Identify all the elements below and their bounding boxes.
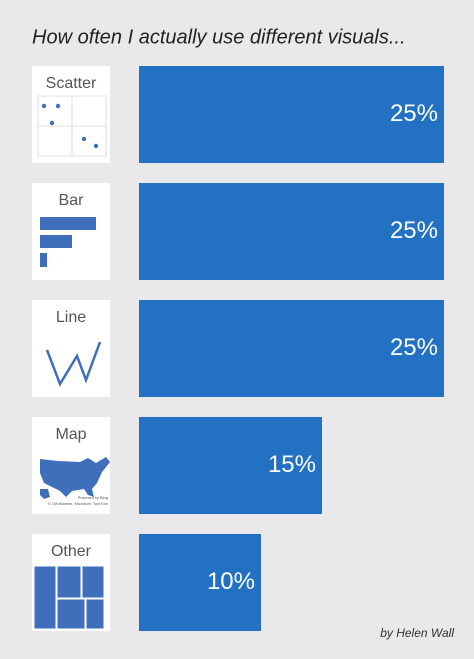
- chart-title: How often I actually use different visua…: [32, 26, 406, 48]
- icon-dot: [81, 136, 87, 142]
- bar: [139, 183, 444, 280]
- icon-dot: [41, 103, 47, 109]
- value-label: 10%: [207, 568, 255, 595]
- icon-tile: [56, 598, 86, 630]
- icon-bar: [40, 235, 72, 248]
- category-label: Bar: [59, 192, 85, 209]
- value-label: 15%: [268, 451, 316, 478]
- bar: [139, 300, 444, 397]
- value-label: 25%: [390, 334, 438, 361]
- bar: [139, 417, 322, 514]
- icon-tile: [85, 598, 105, 630]
- icon-bar: [40, 217, 96, 230]
- category-label: Scatter: [46, 75, 97, 92]
- category-label: Map: [55, 426, 86, 443]
- bar: [139, 66, 444, 163]
- icon-map: [40, 489, 50, 499]
- icon-tile: [81, 565, 105, 599]
- value-label: 25%: [390, 217, 438, 244]
- value-label: 25%: [390, 100, 438, 127]
- icon-dot: [55, 103, 61, 109]
- map-credit: Powered by Bing: [78, 495, 108, 500]
- icon-bar: [40, 253, 47, 267]
- icon-tile: [33, 565, 57, 630]
- icon-dot: [49, 120, 55, 126]
- icon-tile: [56, 565, 82, 599]
- category-label: Line: [56, 309, 86, 326]
- icon-dot: [93, 143, 99, 149]
- bar: [139, 534, 261, 631]
- caption: by Helen Wall: [380, 626, 454, 640]
- map-credit: © GeoNames, Microsoft, TomTom: [48, 501, 109, 506]
- icon-map: [40, 457, 110, 497]
- category-label: Other: [51, 543, 92, 560]
- icon-line: [45, 341, 102, 387]
